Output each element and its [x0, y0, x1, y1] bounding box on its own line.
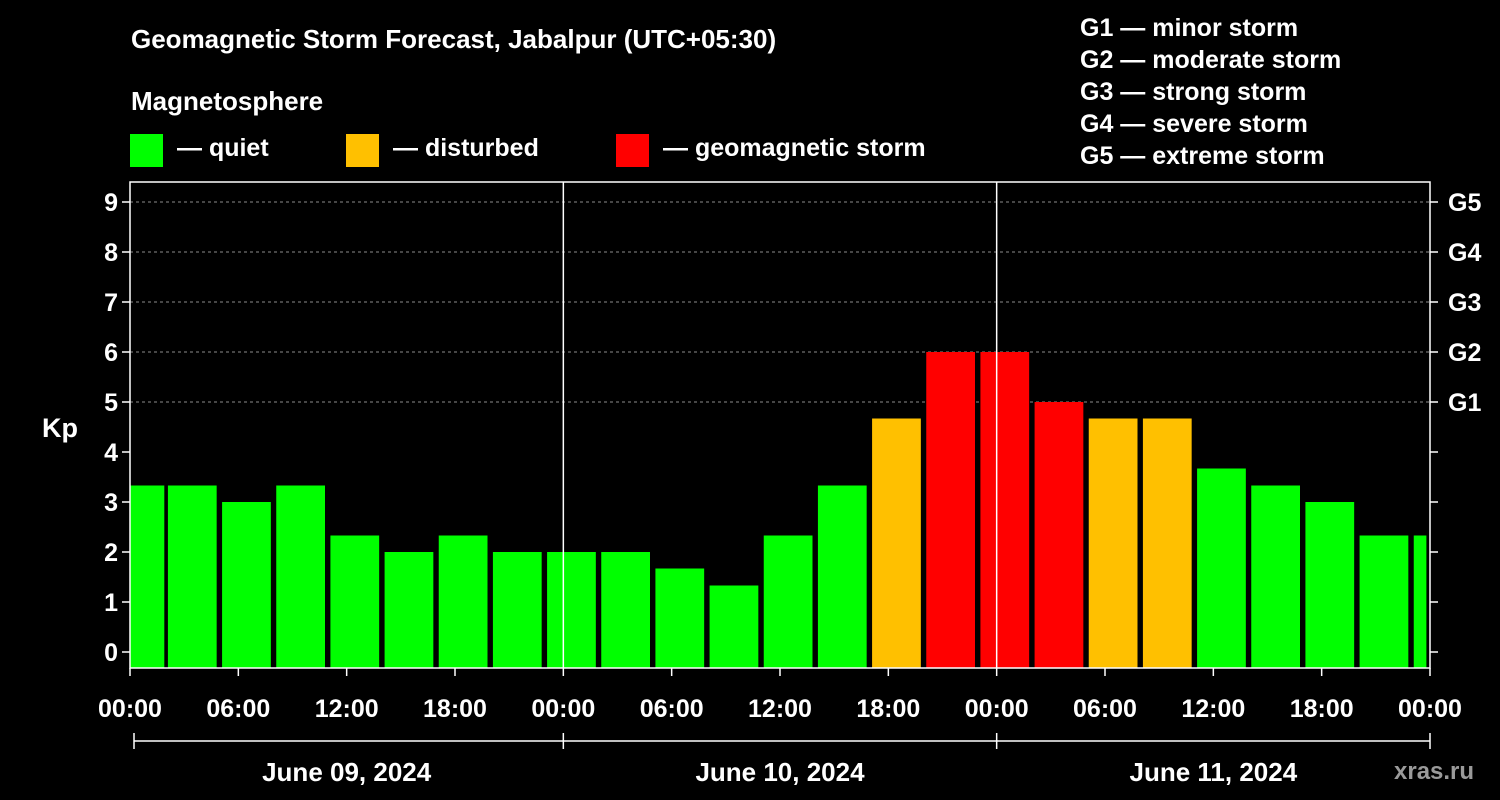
kp-bar — [709, 585, 759, 668]
x-tick-label: 12:00 — [1181, 695, 1245, 723]
g-level-label: G5 — [1448, 189, 1481, 217]
kp-bar — [1359, 535, 1409, 668]
day-label: June 09, 2024 — [262, 757, 432, 787]
kp-bar — [872, 418, 921, 668]
y-tick-label: 7 — [104, 289, 118, 317]
day-label: June 11, 2024 — [1129, 757, 1297, 787]
legend-label-storm: — geomagnetic storm — [663, 134, 926, 162]
legend-label-quiet: — quiet — [177, 134, 269, 162]
g-level-label: G2 — [1448, 339, 1481, 367]
watermark: xras.ru — [1394, 758, 1475, 785]
kp-bar — [1305, 502, 1355, 668]
kp-bar — [167, 485, 217, 668]
storm-level-g5: G5 — extreme storm — [1080, 142, 1325, 170]
kp-bar — [980, 352, 1030, 668]
kp-bar — [1034, 402, 1084, 668]
storm-level-g1: G1 — minor storm — [1080, 14, 1299, 42]
legend-swatch-quiet — [130, 134, 163, 167]
x-tick-label: 06:00 — [640, 695, 704, 723]
storm-level-g4: G4 — severe storm — [1080, 110, 1308, 138]
x-tick-label: 18:00 — [1290, 695, 1354, 723]
kp-bar — [763, 535, 813, 668]
legend-label-disturbed: — disturbed — [393, 134, 539, 162]
legend-swatch-storm — [616, 134, 649, 167]
kp-bar — [926, 352, 975, 668]
storm-level-g3: G3 — strong storm — [1080, 78, 1307, 106]
g-level-label: G1 — [1448, 389, 1481, 417]
kp-bar — [1197, 468, 1246, 668]
kp-bar — [330, 535, 380, 668]
x-tick-label: 12:00 — [748, 695, 812, 723]
kp-bar — [601, 552, 650, 668]
kp-bar — [1413, 535, 1427, 668]
x-tick-label: 12:00 — [315, 695, 379, 723]
x-tick-label: 06:00 — [206, 695, 270, 723]
y-tick-label: 4 — [104, 439, 118, 467]
legend-subtitle: Magnetosphere — [131, 86, 324, 116]
kp-bar — [276, 485, 325, 668]
y-axis-label: Kp — [42, 413, 78, 443]
chart-title: Geomagnetic Storm Forecast, Jabalpur (UT… — [131, 24, 777, 54]
kp-bar — [547, 552, 596, 668]
kp-bar — [1251, 485, 1300, 668]
y-tick-label: 2 — [104, 539, 118, 567]
kp-bar — [384, 552, 434, 668]
storm-level-g2: G2 — moderate storm — [1080, 46, 1342, 74]
y-tick-label: 5 — [104, 389, 118, 417]
x-tick-label: 18:00 — [856, 695, 920, 723]
x-tick-label: 00:00 — [98, 695, 162, 723]
kp-bar — [655, 568, 705, 668]
day-label: June 10, 2024 — [695, 757, 865, 787]
x-tick-label: 06:00 — [1073, 695, 1137, 723]
y-tick-label: 9 — [104, 189, 118, 217]
y-tick-label: 0 — [104, 639, 118, 667]
g-level-label: G3 — [1448, 289, 1481, 317]
g-level-label: G4 — [1448, 239, 1481, 267]
y-tick-label: 8 — [104, 239, 118, 267]
x-tick-label: 00:00 — [531, 695, 595, 723]
kp-bar — [1142, 418, 1192, 668]
y-tick-label: 6 — [104, 339, 118, 367]
kp-bar — [492, 552, 542, 668]
x-tick-label: 00:00 — [965, 695, 1029, 723]
kp-bar — [1088, 418, 1138, 668]
y-tick-label: 1 — [104, 589, 118, 617]
kp-bar — [438, 535, 488, 668]
y-tick-label: 3 — [104, 489, 118, 517]
kp-bar — [817, 485, 867, 668]
x-tick-label: 00:00 — [1398, 695, 1462, 723]
legend-swatch-disturbed — [346, 134, 379, 167]
kp-bar — [222, 502, 271, 668]
x-tick-label: 18:00 — [423, 695, 487, 723]
kp-bar — [130, 485, 165, 668]
